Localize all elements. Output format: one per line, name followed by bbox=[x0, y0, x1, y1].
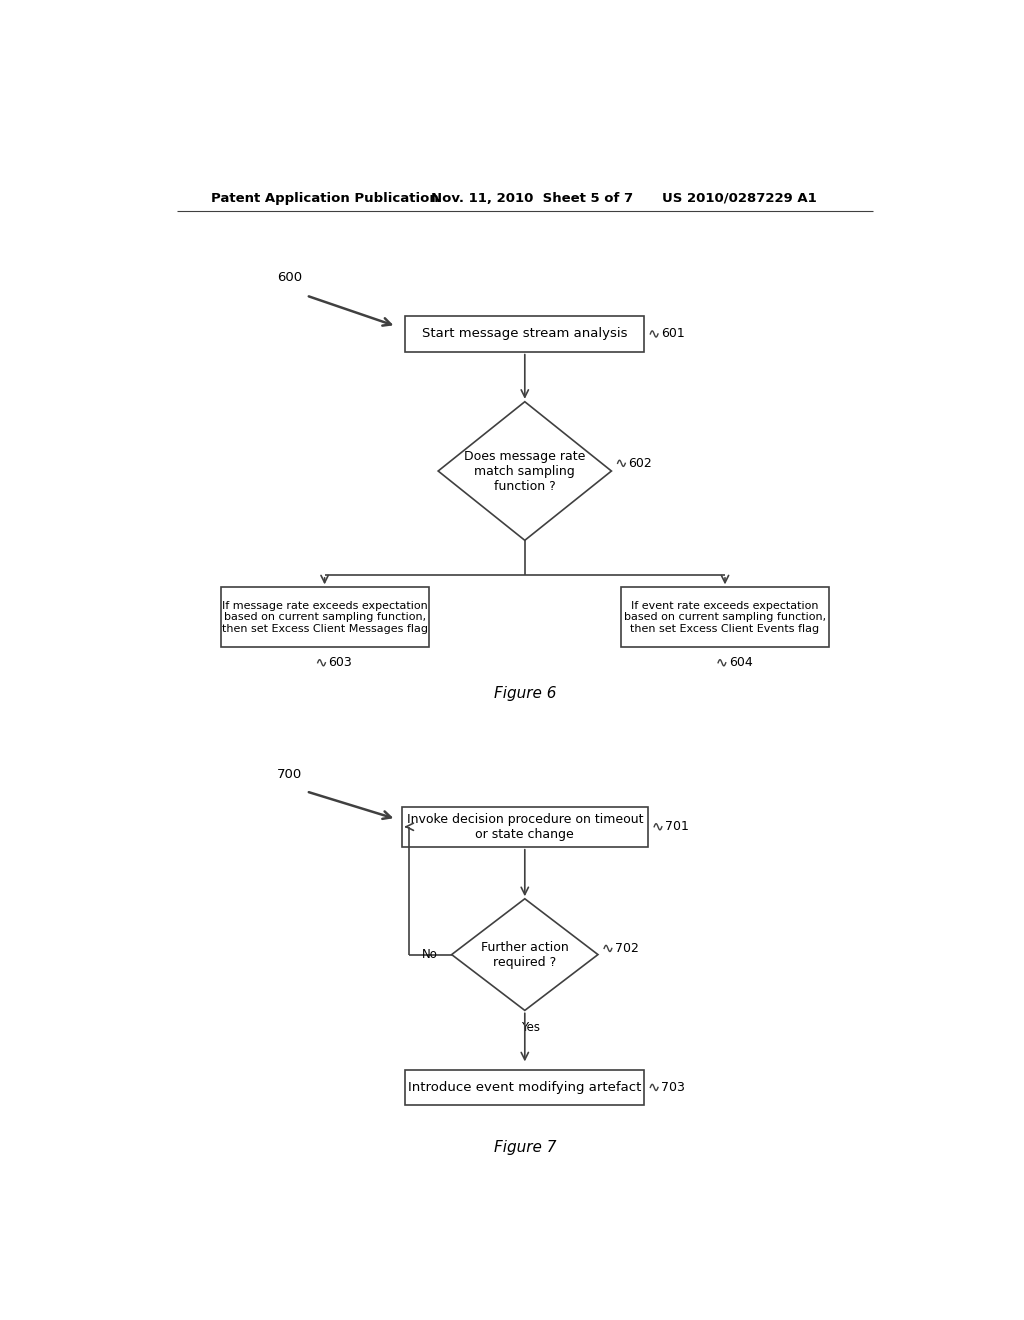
Text: If message rate exceeds expectation
based on current sampling function,
then set: If message rate exceeds expectation base… bbox=[221, 601, 428, 634]
Text: 603: 603 bbox=[329, 656, 352, 669]
Text: 701: 701 bbox=[665, 820, 689, 833]
Text: Introduce event modifying artefact: Introduce event modifying artefact bbox=[409, 1081, 641, 1094]
Text: Start message stream analysis: Start message stream analysis bbox=[422, 327, 628, 341]
Bar bbox=[621, 587, 829, 647]
Text: 604: 604 bbox=[729, 656, 753, 669]
Text: Further action
required ?: Further action required ? bbox=[481, 941, 568, 969]
Bar bbox=[401, 807, 648, 847]
Text: Figure 6: Figure 6 bbox=[494, 686, 556, 701]
Polygon shape bbox=[438, 401, 611, 540]
Bar bbox=[406, 1069, 644, 1105]
Text: 601: 601 bbox=[662, 327, 685, 341]
Text: 600: 600 bbox=[276, 271, 302, 284]
Text: Figure 7: Figure 7 bbox=[494, 1140, 556, 1155]
Text: Does message rate
match sampling
function ?: Does message rate match sampling functio… bbox=[464, 450, 586, 492]
Text: Invoke decision procedure on timeout
or state change: Invoke decision procedure on timeout or … bbox=[407, 813, 643, 841]
Text: Nov. 11, 2010  Sheet 5 of 7: Nov. 11, 2010 Sheet 5 of 7 bbox=[431, 191, 633, 205]
Text: 602: 602 bbox=[629, 457, 652, 470]
Text: Patent Application Publication: Patent Application Publication bbox=[211, 191, 439, 205]
Text: No: No bbox=[422, 948, 438, 961]
Text: If event rate exceeds expectation
based on current sampling function,
then set E: If event rate exceeds expectation based … bbox=[624, 601, 826, 634]
Text: US 2010/0287229 A1: US 2010/0287229 A1 bbox=[662, 191, 816, 205]
Bar bbox=[220, 587, 429, 647]
Bar bbox=[406, 317, 644, 351]
Text: 702: 702 bbox=[614, 942, 639, 954]
Text: 703: 703 bbox=[662, 1081, 685, 1094]
Text: Yes: Yes bbox=[521, 1020, 541, 1034]
Text: 700: 700 bbox=[276, 768, 302, 781]
Polygon shape bbox=[452, 899, 598, 1010]
